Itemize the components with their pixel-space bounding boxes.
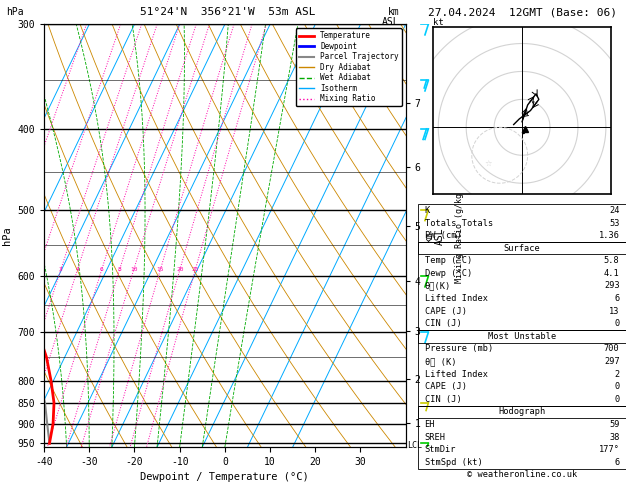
Text: 1.36: 1.36 bbox=[599, 231, 620, 240]
Text: Hodograph: Hodograph bbox=[498, 407, 546, 417]
Text: Lifted Index: Lifted Index bbox=[425, 294, 487, 303]
Text: SREH: SREH bbox=[425, 433, 445, 442]
Text: Lifted Index: Lifted Index bbox=[425, 370, 487, 379]
Y-axis label: km
ASL: km ASL bbox=[423, 227, 445, 244]
Text: 38: 38 bbox=[609, 433, 620, 442]
Text: kt: kt bbox=[433, 17, 443, 27]
Text: 5.8: 5.8 bbox=[604, 256, 620, 265]
Text: 8: 8 bbox=[118, 267, 121, 272]
Text: 3: 3 bbox=[59, 267, 63, 272]
Text: 4.1: 4.1 bbox=[604, 269, 620, 278]
Text: 25: 25 bbox=[192, 267, 199, 272]
Text: CAPE (J): CAPE (J) bbox=[425, 382, 467, 391]
Text: CIN (J): CIN (J) bbox=[425, 319, 461, 328]
Text: 177°: 177° bbox=[599, 445, 620, 454]
Text: 6: 6 bbox=[615, 458, 620, 467]
Text: 15: 15 bbox=[157, 267, 164, 272]
Text: Surface: Surface bbox=[504, 243, 540, 253]
Text: ☆: ☆ bbox=[485, 159, 493, 169]
Text: 0: 0 bbox=[615, 319, 620, 328]
Text: Totals Totals: Totals Totals bbox=[425, 219, 493, 227]
Text: 20: 20 bbox=[176, 267, 184, 272]
Y-axis label: hPa: hPa bbox=[2, 226, 12, 245]
Text: Mixing Ratio (g/kg): Mixing Ratio (g/kg) bbox=[455, 188, 464, 283]
Text: 59: 59 bbox=[609, 420, 620, 429]
Text: hPa: hPa bbox=[6, 7, 24, 17]
Text: 10: 10 bbox=[130, 267, 138, 272]
Text: θᴇ(K): θᴇ(K) bbox=[425, 281, 451, 291]
Text: StmDir: StmDir bbox=[425, 445, 456, 454]
Text: K: K bbox=[425, 206, 430, 215]
Text: θᴇ (K): θᴇ (K) bbox=[425, 357, 456, 366]
Text: 297: 297 bbox=[604, 357, 620, 366]
Text: 0: 0 bbox=[615, 395, 620, 404]
Text: 700: 700 bbox=[604, 345, 620, 353]
Text: km
ASL: km ASL bbox=[382, 7, 399, 27]
Text: 51°24'N  356°21'W  53m ASL: 51°24'N 356°21'W 53m ASL bbox=[140, 7, 316, 17]
Text: Temp (°C): Temp (°C) bbox=[425, 256, 472, 265]
Text: Dewp (°C): Dewp (°C) bbox=[425, 269, 472, 278]
Text: 53: 53 bbox=[609, 219, 620, 227]
Text: 4: 4 bbox=[75, 267, 79, 272]
Text: CIN (J): CIN (J) bbox=[425, 395, 461, 404]
Text: Most Unstable: Most Unstable bbox=[488, 332, 556, 341]
Text: CAPE (J): CAPE (J) bbox=[425, 307, 467, 315]
Legend: Temperature, Dewpoint, Parcel Trajectory, Dry Adiabat, Wet Adiabat, Isotherm, Mi: Temperature, Dewpoint, Parcel Trajectory… bbox=[296, 28, 402, 106]
Text: EH: EH bbox=[425, 420, 435, 429]
Text: 13: 13 bbox=[609, 307, 620, 315]
Text: 293: 293 bbox=[604, 281, 620, 291]
Text: 24: 24 bbox=[609, 206, 620, 215]
Text: © weatheronline.co.uk: © weatheronline.co.uk bbox=[467, 470, 577, 479]
Text: PW (cm): PW (cm) bbox=[425, 231, 461, 240]
Text: 2: 2 bbox=[615, 370, 620, 379]
Text: 6: 6 bbox=[615, 294, 620, 303]
Text: Pressure (mb): Pressure (mb) bbox=[425, 345, 493, 353]
Text: 6: 6 bbox=[100, 267, 104, 272]
Text: StmSpd (kt): StmSpd (kt) bbox=[425, 458, 482, 467]
Text: 27.04.2024  12GMT (Base: 06): 27.04.2024 12GMT (Base: 06) bbox=[428, 7, 616, 17]
X-axis label: Dewpoint / Temperature (°C): Dewpoint / Temperature (°C) bbox=[140, 472, 309, 483]
Text: LCL: LCL bbox=[408, 441, 423, 450]
Text: 0: 0 bbox=[615, 382, 620, 391]
